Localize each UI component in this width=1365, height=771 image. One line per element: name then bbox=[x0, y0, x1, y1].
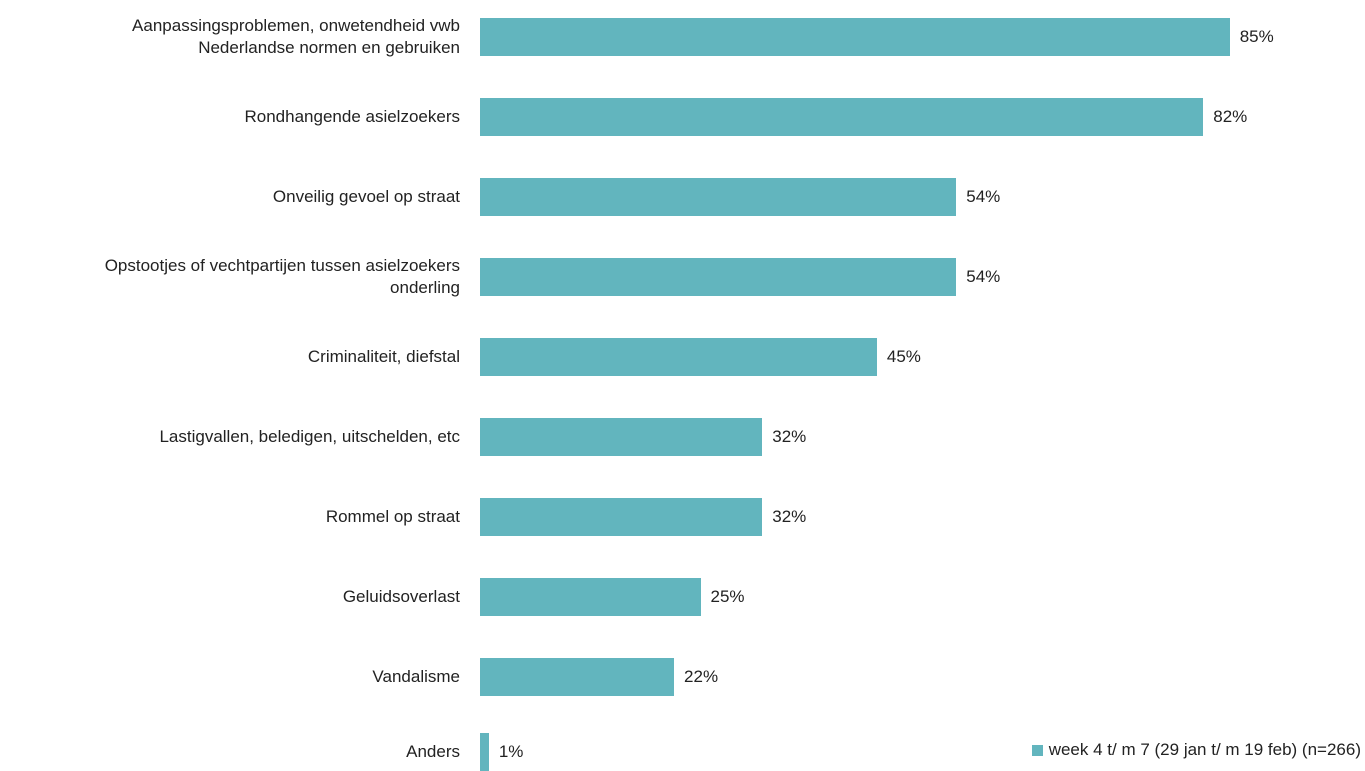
category-label: Anders bbox=[406, 742, 460, 761]
bar bbox=[480, 98, 1204, 136]
bar bbox=[480, 18, 1230, 56]
data-label: 82% bbox=[1213, 107, 1248, 126]
bar bbox=[480, 578, 701, 616]
data-label: 22% bbox=[684, 667, 719, 686]
data-label: 54% bbox=[966, 267, 1001, 286]
category-label: Onveilig gevoel op straat bbox=[272, 187, 460, 206]
bar bbox=[480, 418, 763, 456]
data-label: 25% bbox=[710, 587, 745, 606]
category-label: Aanpassingsproblemen, onwetendheid vwb N… bbox=[132, 16, 460, 57]
category-label: Vandalisme bbox=[372, 667, 460, 686]
bar bbox=[480, 338, 877, 376]
data-label: 32% bbox=[772, 507, 807, 526]
category-label: Lastigvallen, beledigen, uitschelden, et… bbox=[159, 427, 460, 446]
data-label: 32% bbox=[772, 427, 807, 446]
bar bbox=[480, 733, 489, 771]
category-label: Rommel op straat bbox=[325, 507, 460, 526]
legend-label: week 4 t/ m 7 (29 jan t/ m 19 feb) (n=26… bbox=[1048, 740, 1361, 759]
legend-swatch bbox=[1031, 744, 1043, 756]
data-label: 1% bbox=[498, 742, 524, 761]
data-label: 54% bbox=[966, 187, 1001, 206]
data-label: 45% bbox=[886, 347, 921, 366]
legend: week 4 t/ m 7 (29 jan t/ m 19 feb) (n=26… bbox=[1031, 740, 1361, 760]
bar bbox=[480, 258, 957, 296]
bar bbox=[480, 498, 763, 536]
category-label: Opstootjes of vechtpartijen tussen asiel… bbox=[104, 256, 460, 297]
category-label: Rondhangende asielzoekers bbox=[244, 107, 461, 126]
bar bbox=[480, 658, 675, 696]
category-label: Geluidsoverlast bbox=[342, 587, 460, 606]
category-label: Criminaliteit, diefstal bbox=[307, 347, 460, 366]
bar bbox=[480, 178, 957, 216]
data-label: 85% bbox=[1239, 27, 1274, 46]
